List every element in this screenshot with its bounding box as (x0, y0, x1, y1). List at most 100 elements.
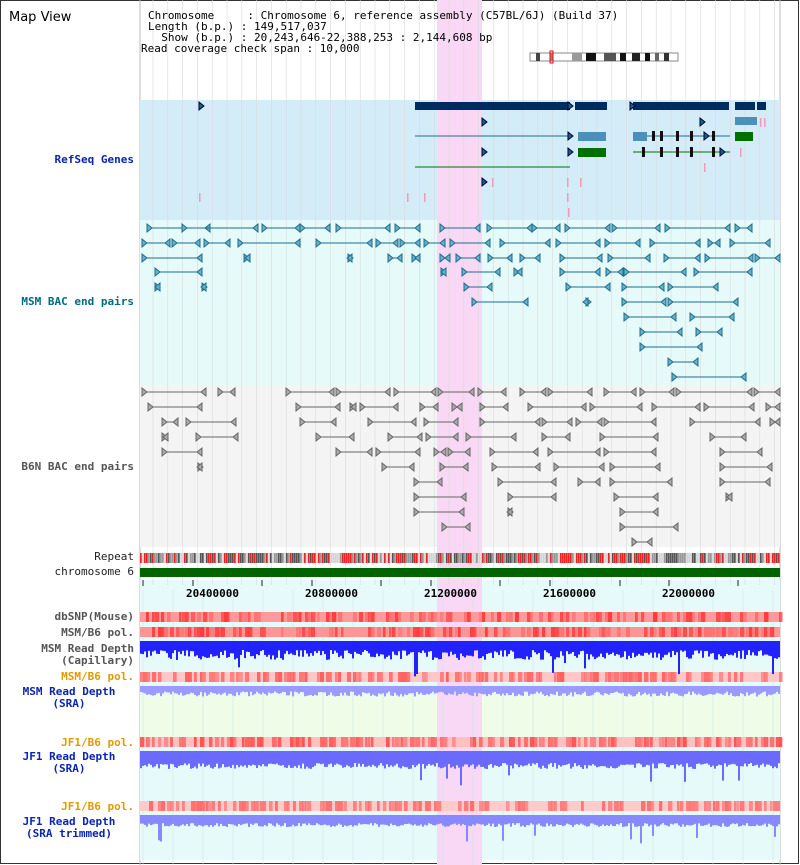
msm-capillary-depth-bar (406, 641, 408, 656)
msm-pol-strip (245, 627, 249, 637)
jf1-sra-depth-bar (558, 751, 560, 766)
msm-capillary-depth-bar (404, 641, 406, 651)
track-label-msm-b6-pol[interactable]: MSM/B6 pol. (61, 626, 134, 639)
msm-sra-depth-bar (302, 686, 304, 693)
gene-marker (568, 208, 570, 217)
msm-capillary-depth-bar (692, 641, 694, 655)
jf1-sra-depth-bar (368, 751, 370, 766)
jf1-trim-depth-bar (354, 815, 356, 826)
msm-sra-pol-strip (245, 672, 250, 682)
b6n-bac-end (603, 416, 610, 428)
msm-pol-strip (761, 627, 765, 637)
msm-capillary-depth-bar (558, 641, 560, 658)
track-label-msm-b6-pol-sra[interactable]: MSM/B6 pol. (61, 670, 134, 683)
gene-marker (199, 193, 201, 202)
jf1-trim-depth-bar (208, 815, 210, 827)
jf1-sra-depth-bar (316, 751, 318, 764)
msm-sra-depth-bar (612, 686, 614, 694)
jf1-sra-depth-bar (162, 751, 164, 765)
track-label-chromosome[interactable]: chromosome 6 (54, 565, 134, 578)
jf1-sra-depth-bar (600, 751, 602, 767)
msm-sra-pol-strip (215, 672, 220, 682)
jf1-trim-depth-bar (306, 815, 308, 826)
dbsnp-strip (419, 612, 422, 622)
jf1-trim-depth-bar (286, 815, 288, 827)
b6n-bac-end (437, 386, 444, 398)
jf1-trim-depth-bar (180, 815, 182, 826)
msm-pol-strip (233, 627, 236, 637)
jf1-sra-depth-bar (536, 751, 538, 764)
jf1-trim-depth-bar (332, 815, 334, 826)
msm-sra-depth-bar (598, 686, 600, 693)
b6n-bac-end (754, 416, 761, 428)
jf1-sra-depth-bar (220, 751, 222, 768)
msm-sra-pol-strip (146, 672, 151, 682)
repeat-element (284, 553, 286, 563)
repeat-element (728, 553, 730, 563)
dbsnp-strip (530, 612, 533, 622)
msm-pol-strip (749, 627, 753, 637)
track-label-msm-read-depth-sra[interactable]: MSM Read Depth (SRA) (22, 685, 116, 710)
repeat-element (484, 553, 486, 563)
jf1-trim-depth-bar (726, 815, 728, 827)
track-label-repeat[interactable]: Repeat (94, 550, 134, 563)
jf1-sra-depth-bar (694, 751, 696, 769)
msm-sra-depth-bar (508, 686, 510, 696)
repeat-element (186, 553, 188, 563)
jf1-trim-depth-bar (648, 815, 650, 827)
track-label-b6n-bac[interactable]: B6N BAC end pairs (21, 460, 134, 473)
msm-sra-depth-bar (142, 686, 144, 693)
track-label-refseq[interactable]: RefSeq Genes (54, 153, 134, 166)
msm-capillary-depth-bar (414, 641, 416, 677)
track-label-jf1-read-depth-trimmed[interactable]: JF1 Read Depth (SRA trimmed) (22, 815, 116, 840)
jf1-sra-depth-bar (766, 751, 768, 765)
msm-sra-depth-bar (778, 686, 780, 694)
msm-sra-depth-bar (580, 686, 582, 695)
track-label-jf1-b6-pol-2[interactable]: JF1/B6 pol. (61, 800, 134, 813)
jf1-sra-depth-bar (646, 751, 648, 765)
msm-pol-strip (221, 627, 225, 637)
msm-capillary-depth-bar (628, 641, 630, 656)
msm-sra-depth-bar (544, 686, 546, 696)
coverage-span-line: Read coverage check span : 10,000 (141, 42, 360, 55)
msm-sra-depth-bar (288, 686, 290, 696)
repeat-element (146, 553, 148, 563)
msm-sra-pol-strip (632, 672, 636, 682)
msm-capillary-depth-bar (220, 641, 222, 652)
msm-capillary-depth-bar (516, 641, 518, 659)
jf1-sra-depth-bar (246, 751, 248, 768)
msm-sra-depth-bar (664, 686, 666, 696)
jf1-pol-strip (644, 737, 647, 747)
b6n-bac-end (162, 431, 169, 443)
ideogram-band (620, 53, 626, 61)
track-label-jf1-b6-pol[interactable]: JF1/B6 pol. (61, 736, 134, 749)
jf1-sra-depth-bar (286, 751, 288, 768)
repeat-element (242, 553, 244, 563)
track-label-msm-bac[interactable]: MSM BAC end pairs (21, 295, 134, 308)
b6n-bac-end (596, 416, 603, 428)
ideogram-band (536, 53, 540, 61)
msm-bac-end (506, 252, 513, 264)
jf1-trim-depth-bar (232, 815, 234, 825)
msm-sra-pol-strip (560, 672, 565, 682)
repeat-element (250, 553, 252, 563)
jf1-trim-pol-strip (395, 801, 399, 811)
b6n-bac-end (740, 431, 747, 443)
jf1-trim-depth-bar (426, 815, 428, 826)
jf1-sra-depth-bar (410, 751, 412, 769)
track-label-jf1-read-depth-sra[interactable]: JF1 Read Depth (SRA) (22, 750, 116, 775)
msm-capillary-depth-bar (758, 641, 760, 652)
track-label-msm-read-depth-capillary[interactable]: MSM Read Depth (Capillary) (41, 642, 134, 667)
jf1-pol-strip (578, 737, 581, 747)
msm-sra-pol-strip (710, 672, 713, 682)
msm-sra-depth-bar (776, 686, 778, 692)
jf1-sra-depth-bar (530, 751, 532, 766)
msm-sra-depth-bar (410, 686, 412, 694)
jf1-trim-pol-strip (515, 801, 519, 811)
jf1-trim-pol-strip (191, 801, 196, 811)
msm-bac-end (203, 237, 210, 249)
track-label-dbsnp[interactable]: dbSNP(Mouse) (54, 610, 134, 623)
jf1-trim-pol-strip (725, 801, 729, 811)
